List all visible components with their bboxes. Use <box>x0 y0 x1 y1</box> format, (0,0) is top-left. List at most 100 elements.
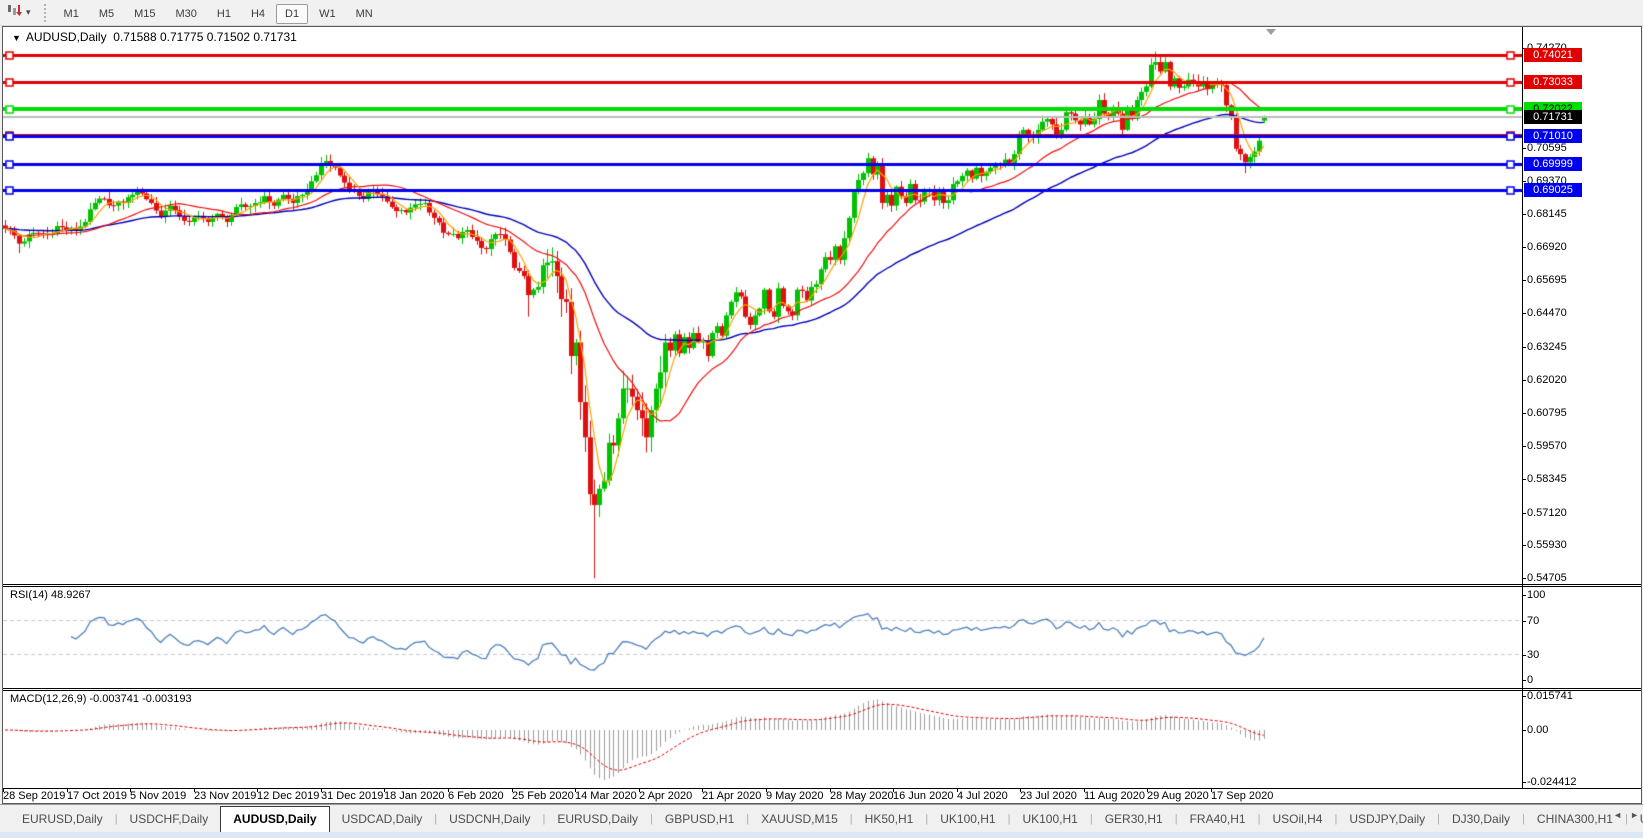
tab-separator: | <box>650 812 653 825</box>
chart-shift-marker-icon[interactable] <box>1266 29 1276 35</box>
date-label: 5 Nov 2019 <box>130 790 187 802</box>
symbol-menu-icon[interactable]: ▼ <box>12 33 21 43</box>
price-tick-label: 0.58345 <box>1527 473 1567 485</box>
price-badge: 0.69999 <box>1524 157 1582 171</box>
chart-tab-ger30-h1[interactable]: GER30,H1 <box>1104 812 1163 826</box>
timeframe-button-h1[interactable]: H1 <box>216 7 231 20</box>
axis-tick-mark <box>1522 621 1526 622</box>
pane-separator[interactable] <box>3 788 1641 789</box>
chart-tab-gbpusd-h1[interactable]: GBPUSD,H1 <box>664 812 735 826</box>
timeframe-button-d1[interactable]: D1 <box>276 3 309 24</box>
date-tick-mark <box>830 788 831 792</box>
chart-tab-uk100-h1[interactable]: UK100,H1 <box>940 812 996 826</box>
chart-tab-usoil-h4[interactable]: USOil,H4 <box>1272 812 1323 826</box>
price-axis-line <box>1522 27 1523 788</box>
macd-indicator-label: MACD(12,26,9) -0.003741 -0.003193 <box>10 693 192 705</box>
date-tick-mark <box>512 788 513 792</box>
pane-separator[interactable] <box>3 688 1641 689</box>
rsi-pane[interactable] <box>3 587 1522 688</box>
dropdown-caret-icon[interactable]: ▾ <box>26 7 31 17</box>
timeframe-button-m1[interactable]: M1 <box>63 7 79 20</box>
periods-button[interactable]: ▾ <box>3 0 34 25</box>
date-tick-mark <box>766 788 767 792</box>
axis-tick-mark <box>1522 696 1526 697</box>
price-badge: 0.71010 <box>1524 129 1582 143</box>
pane-separator[interactable] <box>3 586 1641 587</box>
timeframe-button-h4[interactable]: H4 <box>250 7 266 20</box>
date-label: 11 Aug 2020 <box>1084 790 1145 802</box>
date-label: 18 Jan 2020 <box>384 790 445 802</box>
date-label: 16 Jun 2020 <box>893 790 954 802</box>
chart-tab-uk100-h1[interactable]: UK100,H1 <box>1022 812 1078 826</box>
pane-separator[interactable] <box>3 690 1641 691</box>
date-tick-mark <box>384 788 385 792</box>
chart-tab-usdcad-daily[interactable]: USDCAD,Daily <box>341 812 423 826</box>
axis-tick-mark <box>1522 655 1526 656</box>
price-badge: 0.69025 <box>1524 183 1582 197</box>
timeframe-buttons: M1 M5 M15 M30 H1 H4 D1 W1 MN <box>54 3 383 24</box>
macd-tick-label: 0.00 <box>1527 724 1549 736</box>
date-label: 21 Apr 2020 <box>702 790 762 802</box>
tab-separator: | <box>1624 812 1628 825</box>
axis-tick-mark <box>1522 247 1526 248</box>
chart-tab-dj30-daily[interactable]: DJ30,Daily <box>1452 812 1511 826</box>
timeframe-button-m15[interactable]: M15 <box>134 7 156 20</box>
timeframe-button-mn[interactable]: MN <box>355 7 373 20</box>
tab-scroll-right-icon[interactable]: ► <box>1630 810 1639 820</box>
chart-tab-eurusd-daily[interactable]: EURUSD,Daily <box>22 812 103 826</box>
price-tick-label: 0.54705 <box>1527 572 1567 584</box>
price-tick-label: 0.62020 <box>1527 374 1567 386</box>
chart-tab-usoil-h[interactable]: USOil,H <box>1628 808 1643 832</box>
tab-separator: | <box>1334 812 1338 825</box>
axis-tick-mark <box>1522 595 1526 596</box>
main-price-chart[interactable] <box>3 27 1522 584</box>
chart-tab-usdchf-daily[interactable]: USDCHF,Daily <box>129 812 209 826</box>
chart-title: ▼ AUDUSD,Daily 0.71588 0.71775 0.71502 0.… <box>12 30 297 44</box>
date-tick-mark <box>321 788 322 792</box>
tab-separator: | <box>542 812 546 825</box>
chart-tab-hk50-h1[interactable]: HK50,H1 <box>864 812 914 826</box>
price-tick-label: 0.64470 <box>1527 307 1567 319</box>
axis-tick-mark <box>1522 313 1526 314</box>
axis-tick-mark <box>1522 148 1526 149</box>
price-tick-label: 0.59570 <box>1527 440 1567 452</box>
date-label: 6 Feb 2020 <box>448 790 504 802</box>
date-tick-mark <box>957 788 958 792</box>
date-label: 17 Sep 2020 <box>1211 790 1274 802</box>
date-tick-mark <box>1147 788 1148 792</box>
chart-tab-usdcnh-daily[interactable]: USDCNH,Daily <box>449 812 531 826</box>
price-badge: 0.74021 <box>1524 48 1582 62</box>
chart-tab-fra40-h1[interactable]: FRA40,H1 <box>1189 812 1246 826</box>
macd-tick-label: -0.024412 <box>1527 776 1577 788</box>
rsi-tick-label: 0 <box>1527 674 1534 686</box>
tab-scroll-left-icon[interactable]: ◄ <box>1613 810 1623 820</box>
date-label: 2 Apr 2020 <box>639 790 693 802</box>
rsi-indicator-label: RSI(14) 48.9267 <box>10 589 91 601</box>
date-tick-mark <box>194 788 195 792</box>
toolbar-grip[interactable] <box>43 3 46 22</box>
timeframe-button-m30[interactable]: M30 <box>175 7 197 20</box>
chart-tab-audusd-daily[interactable]: AUDUSD,Daily <box>220 806 330 832</box>
tab-separator: | <box>1257 812 1261 825</box>
chart-tab-eurusd-daily[interactable]: EURUSD,Daily <box>557 812 639 826</box>
date-label: 28 Sep 2019 <box>3 790 66 802</box>
date-label: 23 Jul 2020 <box>1020 790 1077 802</box>
chart-tab-china300-h1[interactable]: CHINA300,H1 <box>1536 812 1613 826</box>
rsi-tick-label: 30 <box>1527 649 1540 661</box>
date-tick-mark <box>639 788 640 792</box>
tab-separator: | <box>746 812 750 825</box>
macd-pane[interactable] <box>3 691 1522 788</box>
price-tick-label: 0.55930 <box>1527 539 1567 551</box>
timeframe-button-m5[interactable]: M5 <box>98 7 115 20</box>
date-tick-mark <box>1020 788 1021 792</box>
price-badge: 0.71731 <box>1524 110 1582 124</box>
timeframe-button-w1[interactable]: W1 <box>319 7 336 20</box>
date-label: 4 Jul 2020 <box>957 790 1008 802</box>
chart-tab-xauusd-m15[interactable]: XAUUSD,M15 <box>761 812 838 826</box>
tab-separator: | <box>434 812 438 825</box>
chart-tab-bar: EURUSD,Daily | USDCHF,Daily AUDUSD,Daily USD… <box>0 804 1643 832</box>
pane-separator[interactable] <box>3 584 1641 585</box>
axis-tick-mark <box>1522 380 1526 381</box>
rsi-tick-label: 100 <box>1527 589 1546 601</box>
chart-tab-usdjpy-daily[interactable]: USDJPY,Daily <box>1349 812 1426 826</box>
